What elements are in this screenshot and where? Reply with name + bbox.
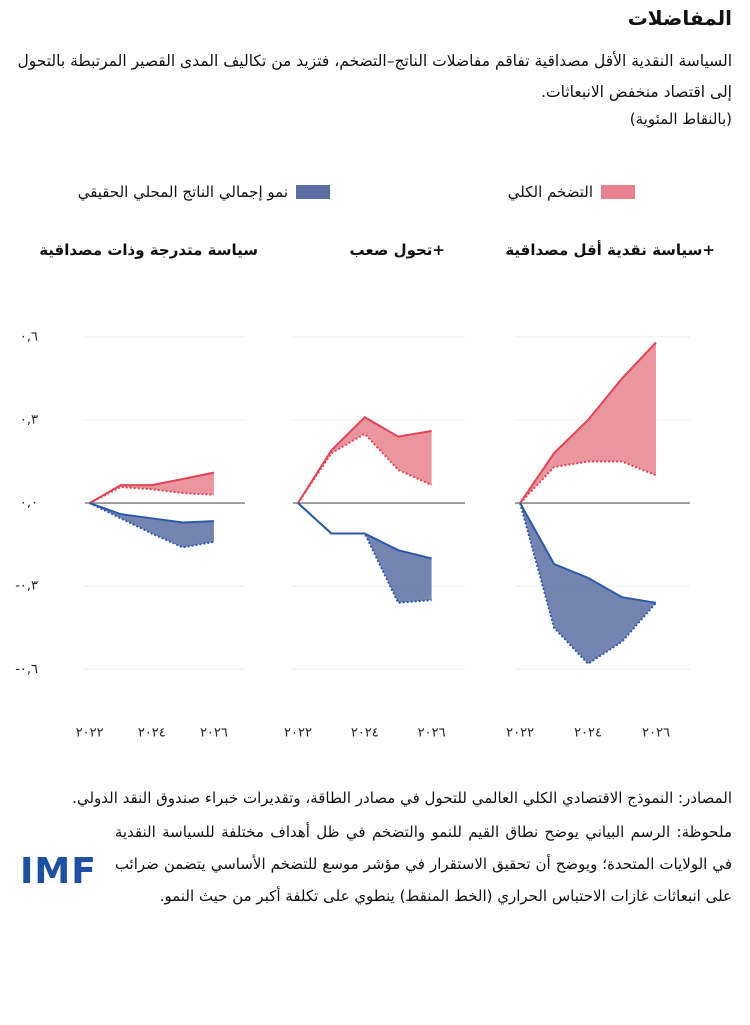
- legend-item: نمو إجمالي الناتج المحلي الحقيقي: [78, 183, 330, 201]
- band-area: [298, 503, 432, 603]
- y-tick-label: ٠,٣: [20, 412, 38, 427]
- band-area: [89, 472, 214, 504]
- line-headline: [519, 341, 657, 504]
- x-tick-label: ٢٠٢٦: [642, 726, 670, 741]
- panel-title: سياسة متدرجة وذات مصداقية: [39, 241, 258, 259]
- line-core: [519, 460, 657, 504]
- band-area: [520, 342, 657, 504]
- source: المصادر: النموذج الاقتصادي الكلي العالمي…: [72, 789, 732, 807]
- logo: IMF: [20, 851, 97, 892]
- line-core: [519, 502, 657, 666]
- x-tick-label: ٢٠٢٢: [506, 726, 534, 741]
- y-tick-label: ٠,٠: [20, 496, 38, 511]
- band-area: [520, 503, 657, 664]
- x-tick-label: ٢٠٢٤: [351, 726, 379, 741]
- x-tick-label: ٢٠٢٦: [418, 726, 446, 741]
- x-tick-label: ٢٠٢٦: [200, 726, 228, 741]
- x-tick-label: ٢٠٢٢: [284, 726, 312, 741]
- legend-swatch: [296, 185, 330, 199]
- x-tick-label: ٢٠٢٤: [574, 726, 602, 741]
- line-headline: [89, 471, 215, 504]
- footer: المصادر: النموذج الاقتصادي الكلي العالمي…: [20, 782, 732, 914]
- x-tick-label: ٢٠٢٤: [138, 726, 166, 741]
- legend-label: التضخم الكلي: [507, 183, 593, 201]
- panel-title: +تحول صعب: [349, 241, 446, 259]
- legend-label: نمو إجمالي الناتج المحلي الحقيقي: [77, 183, 288, 201]
- y-tick-label: -٠,٦: [15, 662, 38, 677]
- line-headline: [519, 502, 657, 604]
- band-area: [298, 417, 432, 504]
- y-tick-label: ٠,٦: [20, 329, 38, 344]
- y-tick-label: -٠,٣: [15, 579, 38, 594]
- legend-swatch: [601, 185, 635, 199]
- line-core: [89, 502, 215, 549]
- panel-title: +سياسة نقدية أقل مصداقية: [505, 241, 715, 259]
- chart: -٠,٦ -٠,٣ ٠,٠ ٠,٣ ٠,٦ ٢٠٢٢ ٢٠٢٤ ٢٠٢٦ ٢٠٢٢ ٢٠٢٤ ٢٠٢…: [15, 329, 690, 741]
- line-headline: [297, 415, 432, 504]
- legend-item: التضخم الكلي: [508, 183, 635, 201]
- units: (بالنقاط المئوية): [629, 110, 732, 128]
- line-headline: [297, 502, 432, 560]
- subtitle: السياسة النقدية الأقل مصداقية تفاقم مفاض…: [17, 52, 732, 101]
- note: ملحوظة: الرسم البياني يوضح نطاق القيم لل…: [114, 823, 732, 905]
- title: المفاضلات: [627, 6, 732, 30]
- line-headline: [89, 502, 214, 524]
- x-tick-label: ٢٠٢٢: [76, 726, 104, 741]
